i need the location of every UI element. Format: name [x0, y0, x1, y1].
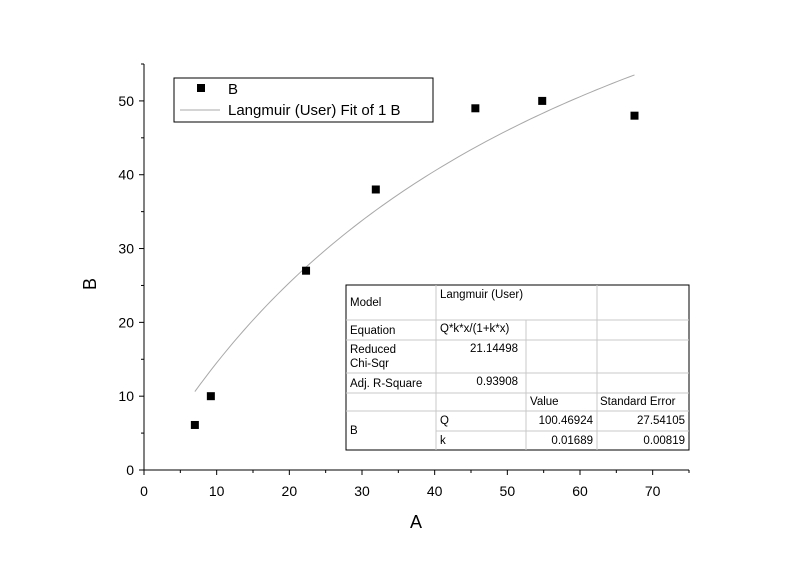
- table-param-q-name: Q: [440, 415, 449, 427]
- table-value-equation: Q*k*x/(1+k*x): [440, 323, 510, 335]
- data-points-layer: [190, 96, 639, 429]
- x-tick-label: 0: [140, 483, 148, 499]
- legend-frame: [173, 77, 434, 123]
- table-header-stderr: Standard Error: [600, 396, 676, 408]
- x-tick-label: 20: [282, 483, 298, 499]
- data-point: [471, 104, 480, 113]
- data-point: [190, 420, 199, 429]
- tick-labels: 0 10 20 30 40 50 60 70 0 10 20 30 40 50: [118, 93, 660, 499]
- fit-curve-layer: [194, 74, 635, 392]
- data-point: [371, 185, 380, 194]
- table-frame: [345, 284, 690, 451]
- table-param-q-value: 100.46924: [539, 415, 594, 427]
- data-point: [630, 111, 639, 120]
- x-tick-label: 60: [572, 483, 588, 499]
- table-param-k-error: 0.00819: [643, 435, 685, 447]
- y-tick-label: 10: [118, 388, 134, 404]
- fit-results-table: Model Langmuir (User) Equation Q*k*x/(1+…: [345, 284, 690, 451]
- table-label-chisqr: Chi-Sqr: [350, 358, 389, 370]
- data-point: [206, 392, 215, 401]
- y-axis-title: B: [80, 278, 100, 290]
- table-param-k-name: k: [440, 435, 446, 447]
- table-value-model: Langmuir (User): [440, 289, 523, 301]
- y-tick-label: 30: [118, 241, 134, 257]
- x-axis-title: A: [410, 512, 422, 532]
- legend: B Langmuir (User) Fit of 1 B: [173, 77, 434, 123]
- x-tick-label: 40: [427, 483, 443, 499]
- table-value-adj-r: 0.93908: [476, 376, 518, 388]
- table-label-adj-r: Adj. R-Square: [350, 378, 422, 390]
- x-tick-label: 10: [209, 483, 225, 499]
- table-param-q-error: 27.54105: [637, 415, 685, 427]
- table-header-value: Value: [530, 396, 559, 408]
- table-label-equation: Equation: [350, 325, 395, 337]
- y-tick-label: 50: [118, 93, 134, 109]
- x-tick-label: 50: [500, 483, 516, 499]
- fit-curve-line: [194, 74, 635, 392]
- table-param-k-value: 0.01689: [551, 435, 593, 447]
- y-tick-label: 20: [118, 314, 134, 330]
- y-tick-label: 40: [118, 167, 134, 183]
- data-point: [302, 266, 311, 275]
- x-tick-label: 70: [645, 483, 661, 499]
- y-tick-label: 0: [126, 462, 134, 478]
- table-group-label: B: [350, 425, 358, 437]
- table-value-chisqr: 21.14498: [470, 343, 518, 355]
- x-tick-label: 30: [354, 483, 370, 499]
- table-gridlines: [346, 285, 689, 450]
- table-label-reduced: Reduced: [350, 344, 396, 356]
- axes: [139, 63, 690, 475]
- legend-marker-square: [197, 84, 205, 92]
- data-point: [538, 96, 547, 105]
- table-label-model: Model: [350, 297, 381, 309]
- legend-label-b: B: [228, 81, 238, 98]
- legend-label-fit: Langmuir (User) Fit of 1 B: [228, 102, 401, 119]
